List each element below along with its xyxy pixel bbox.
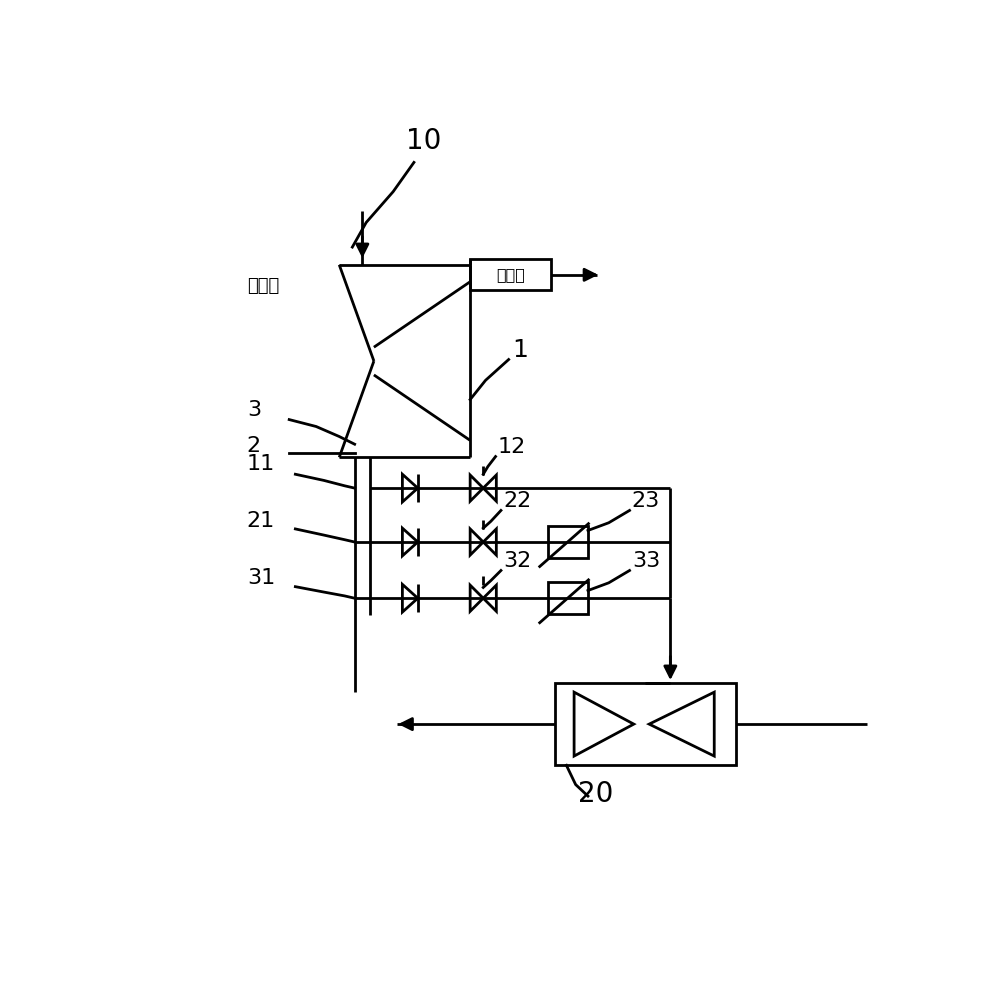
Bar <box>470 259 551 290</box>
Text: 3: 3 <box>247 401 261 420</box>
Text: 进汽口: 进汽口 <box>247 276 279 294</box>
Text: 20: 20 <box>578 779 613 807</box>
Text: 排汽口: 排汽口 <box>496 267 525 282</box>
Text: 10: 10 <box>406 127 442 155</box>
Text: 1: 1 <box>512 338 528 362</box>
Bar <box>548 526 588 559</box>
Text: 12: 12 <box>497 437 525 457</box>
Text: 32: 32 <box>503 552 532 572</box>
Text: 22: 22 <box>503 491 532 511</box>
Text: 23: 23 <box>632 491 660 511</box>
Bar <box>548 582 588 614</box>
Text: 21: 21 <box>247 511 275 531</box>
Text: 11: 11 <box>247 454 275 474</box>
Text: 33: 33 <box>632 552 660 572</box>
Bar <box>555 683 736 765</box>
Text: 2: 2 <box>247 436 261 456</box>
Text: 31: 31 <box>247 569 275 588</box>
